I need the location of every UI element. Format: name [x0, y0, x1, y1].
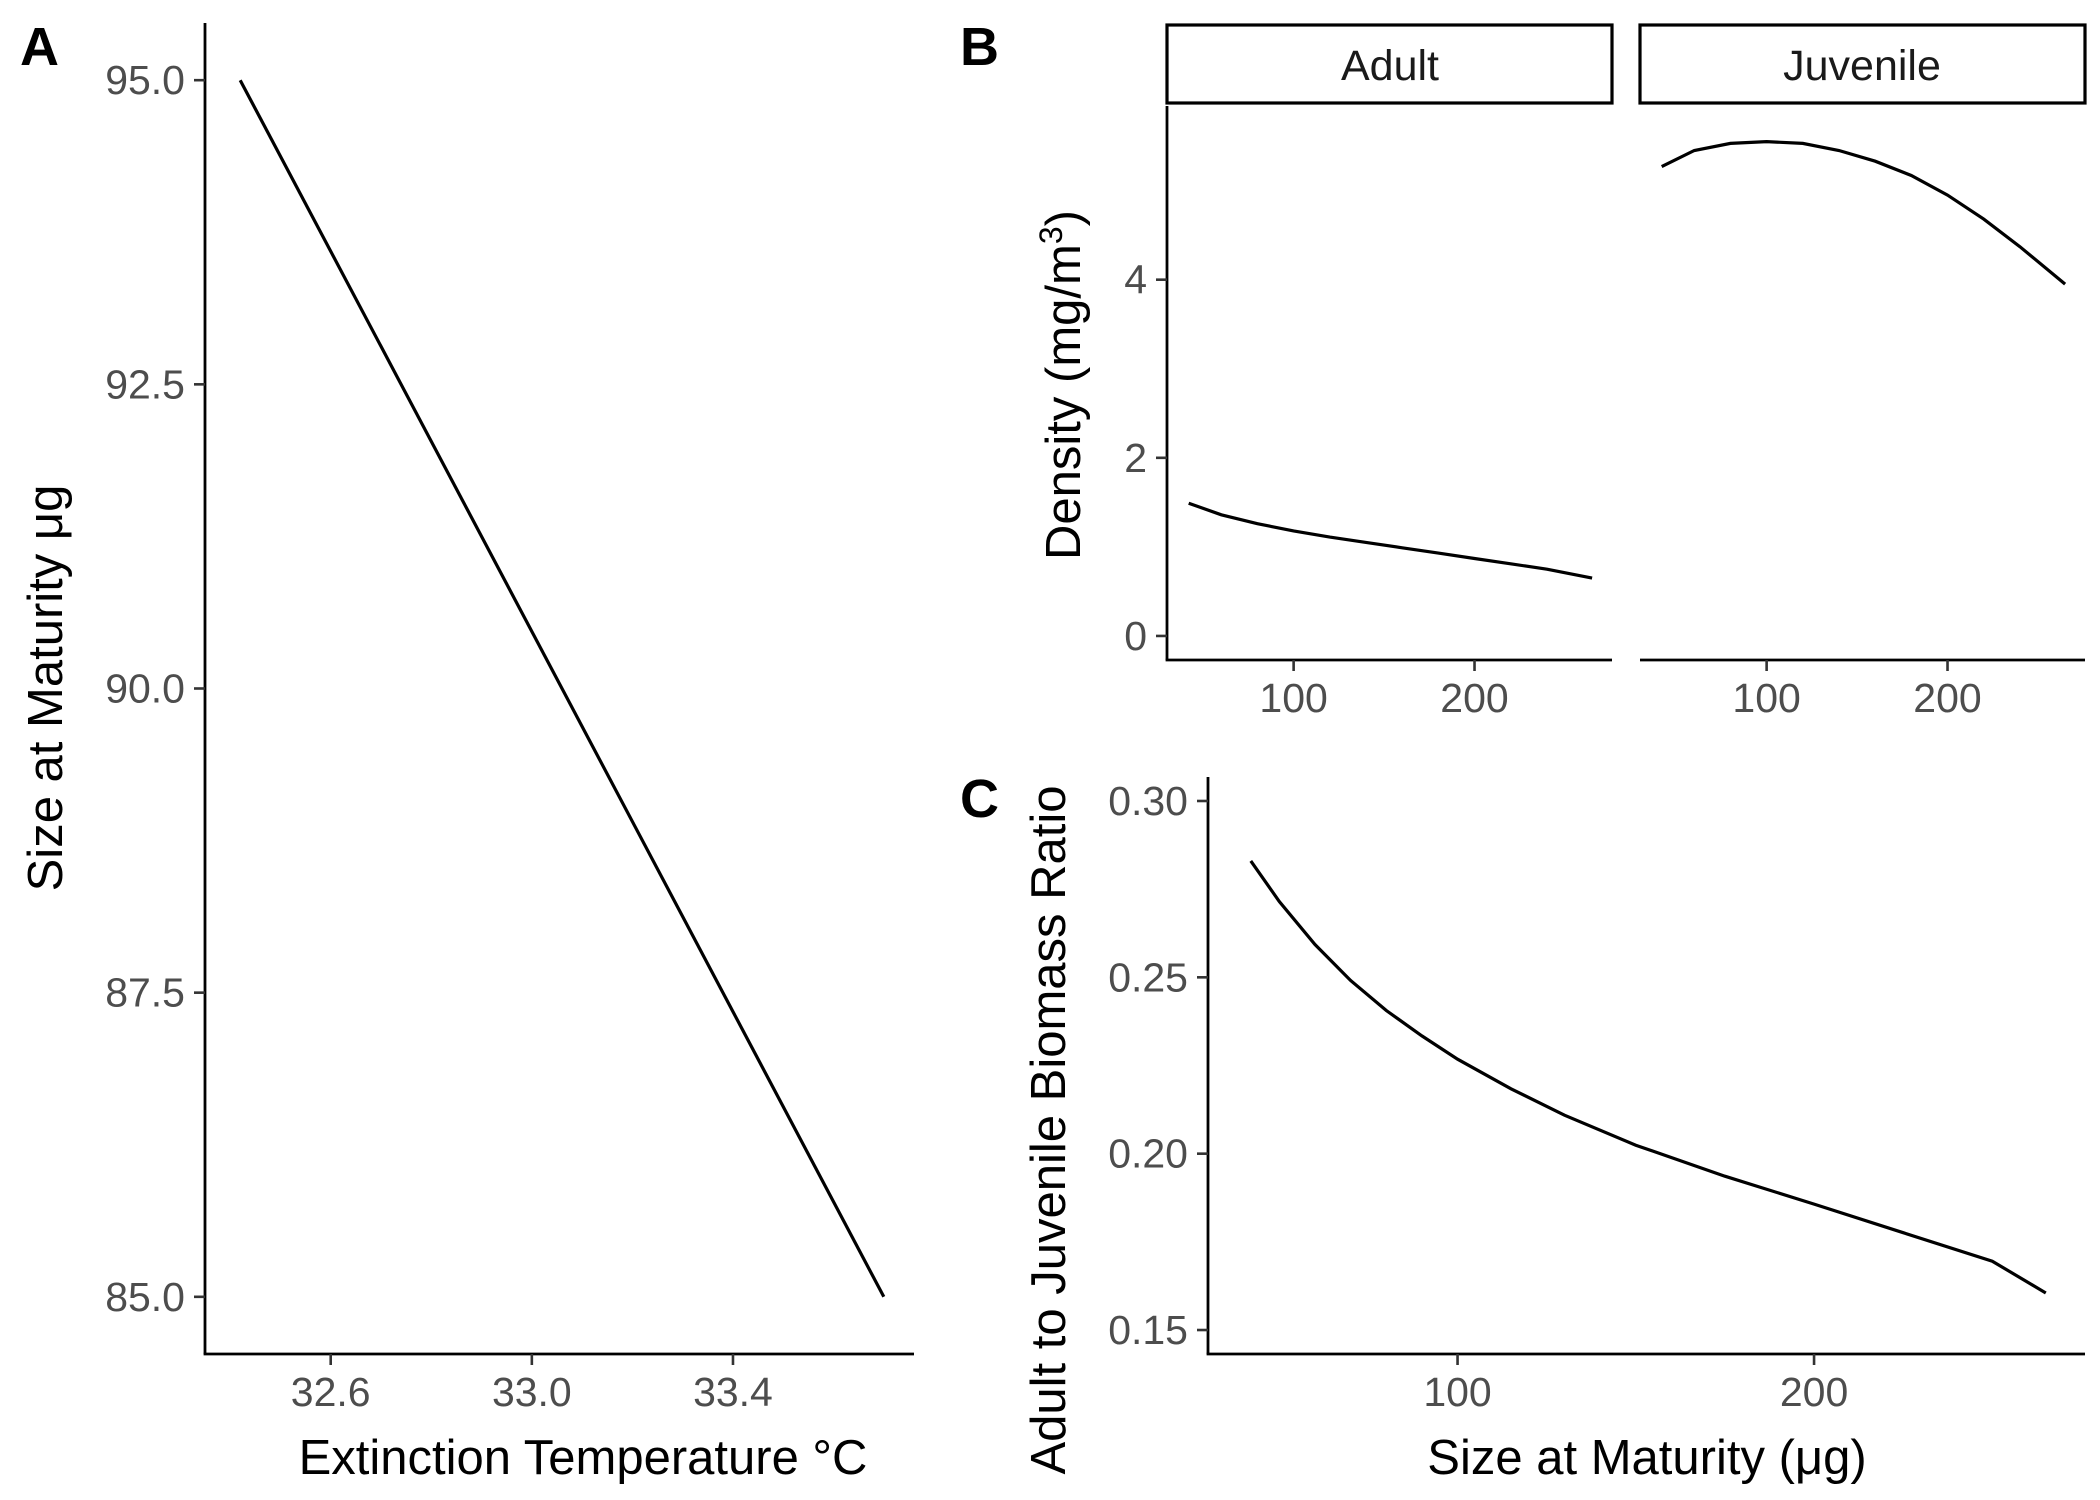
panel-b-adult-x-tick-label: 100	[1259, 675, 1327, 721]
panel-b-juvenile-series-line	[1660, 139, 2067, 286]
panel-c-series	[1249, 859, 2047, 1295]
panel-a: A Extinction Temperature °C Size at Matu…	[19, 17, 914, 1485]
panel-b-y-ticks: 0 2 4	[1124, 257, 1167, 659]
panel-a-x-tick-label: 33.0	[492, 1369, 572, 1415]
panel-b-y-axis-title-superscript: 3	[1033, 226, 1069, 244]
panel-a-x-axis-title: Extinction Temperature °C	[299, 1431, 868, 1485]
panel-c-x-axis-title: Size at Maturity (μg)	[1427, 1431, 1866, 1485]
panel-a-y-tick-label: 85.0	[105, 1274, 185, 1320]
facet-strip-adult-label: Adult	[1341, 42, 1439, 90]
panel-b-tag: B	[960, 17, 999, 77]
panel-b-y-axis-title: Density (mg/m3)	[1033, 210, 1091, 560]
panel-a-series-line	[238, 79, 886, 1298]
panel-a-series	[238, 79, 886, 1298]
panel-a-y-tick-label: 87.5	[105, 970, 185, 1016]
panel-c-x-tick-label: 200	[1780, 1369, 1848, 1415]
panel-b-x-ticks: 100 200 100 200	[1259, 660, 1982, 721]
panel-b-adult-series-line	[1188, 501, 1593, 580]
panel-a-y-tick-label: 90.0	[105, 666, 185, 712]
panel-a-x-tick-label: 33.4	[693, 1369, 773, 1415]
panel-b-y-tick-label: 0	[1124, 613, 1147, 659]
panel-c-y-tick-label: 0.25	[1108, 954, 1188, 1000]
panel-c-x-tick-label: 100	[1423, 1369, 1491, 1415]
panel-a-x-tick-label: 32.6	[291, 1369, 371, 1415]
panel-b-juvenile-x-tick-label: 100	[1732, 675, 1800, 721]
panel-c-y-ticks: 0.15 0.20 0.25 0.30	[1108, 778, 1208, 1353]
panel-b-adult-x-tick-label: 200	[1440, 675, 1508, 721]
panel-a-y-axis-title: Size at Maturity μg	[19, 485, 73, 892]
panel-b-juvenile-x-tick-label: 200	[1913, 675, 1981, 721]
facet-strip-juvenile-label: Juvenile	[1783, 42, 1941, 90]
panel-c-y-tick-label: 0.30	[1108, 778, 1188, 824]
panel-c: C Size at Maturity (μg) Adult to Juvenil…	[960, 769, 2085, 1485]
panel-c-series-line	[1249, 859, 2047, 1295]
panel-c-y-axis-title: Adult to Juvenile Biomass Ratio	[1022, 785, 1076, 1474]
panel-b-y-tick-label: 4	[1124, 257, 1147, 303]
panel-a-y-tick-label: 95.0	[105, 57, 185, 103]
panel-a-tag: A	[20, 17, 59, 77]
panel-c-y-tick-label: 0.20	[1108, 1131, 1188, 1177]
panel-c-y-tick-label: 0.15	[1108, 1307, 1188, 1353]
facet-strip-juvenile	[1638, 23, 2087, 105]
panel-b-series	[1188, 139, 2067, 580]
facet-strip-adult	[1165, 23, 1614, 105]
panel-b: B Adult Juvenile Density (mg/m3) 100 200 1…	[960, 17, 2087, 721]
panel-b-y-tick-label: 2	[1124, 435, 1147, 481]
panel-a-y-tick-label: 92.5	[105, 361, 185, 407]
panel-c-tag: C	[960, 769, 999, 829]
panel-a-y-ticks: 85.0 87.5 90.0 92.5 95.0	[105, 57, 205, 1320]
panel-b-y-axis-title-main: Density (mg/m	[1037, 244, 1091, 560]
panel-b-y-axis-title-close: )	[1037, 210, 1091, 226]
panel-c-x-ticks: 100 200	[1423, 1354, 1848, 1415]
panel-a-x-ticks: 32.6 33.0 33.4	[291, 1354, 773, 1415]
